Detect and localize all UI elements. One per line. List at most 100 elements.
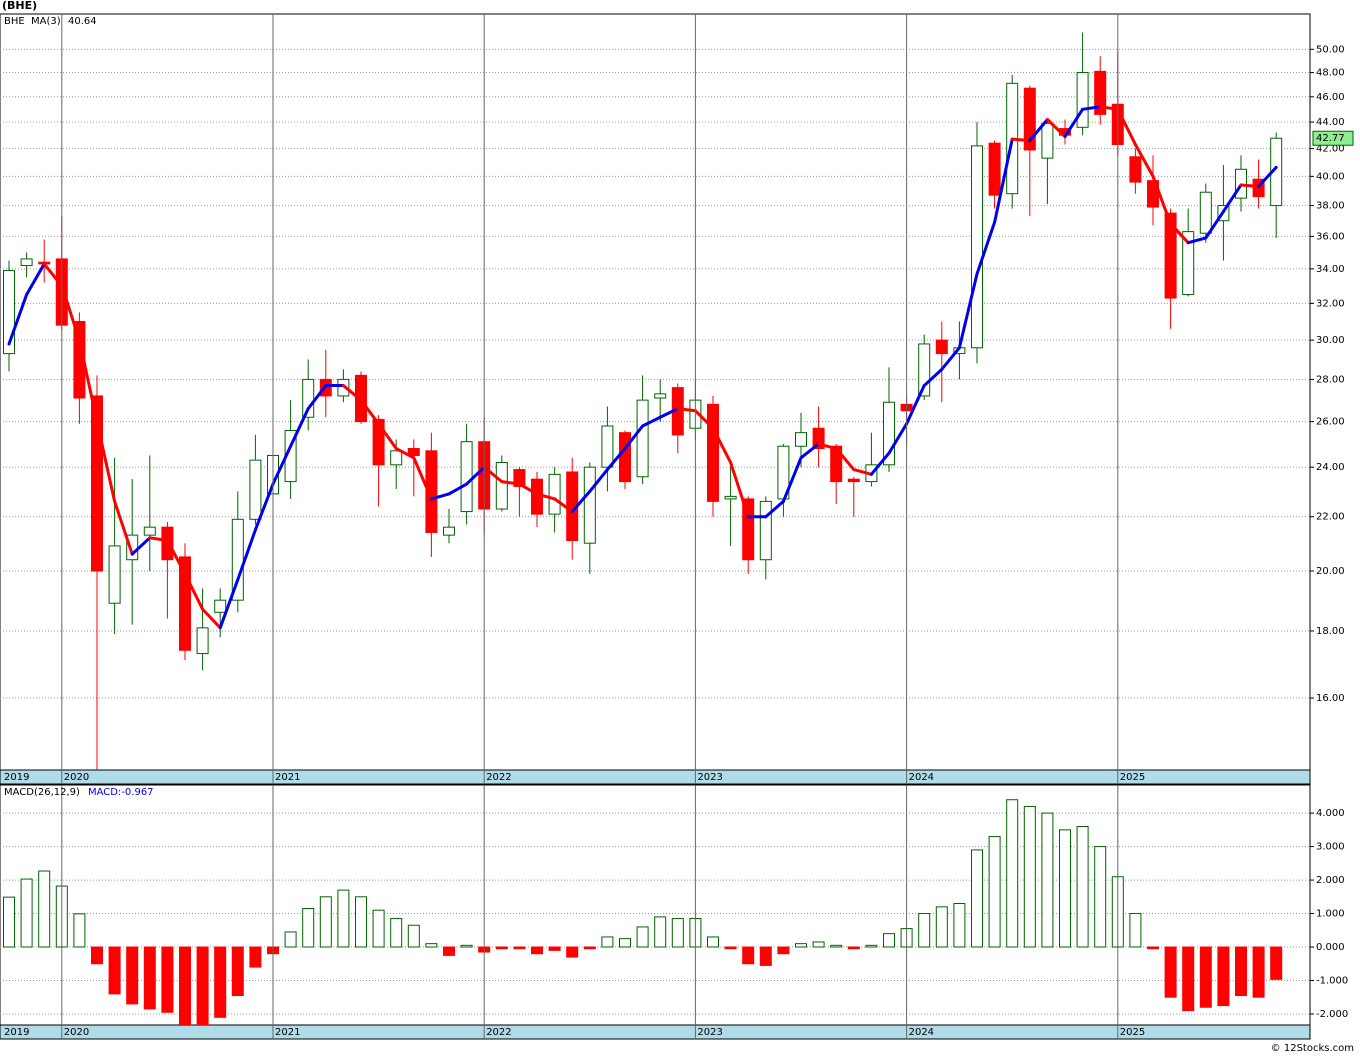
- macd-bar: [988, 836, 1001, 948]
- macd-bar: [971, 849, 983, 948]
- ma-line: [183, 572, 205, 611]
- y-tick-label: 28.00: [1316, 374, 1345, 385]
- candle-body: [548, 473, 561, 515]
- ma-line: [1221, 183, 1243, 214]
- candle-body: [513, 469, 526, 487]
- macd-bar: [1270, 946, 1283, 980]
- macd-bar: [91, 946, 103, 965]
- candle-body: [812, 427, 825, 450]
- last-price-label: 42.77: [1316, 133, 1345, 144]
- y-tick-label: 48.00: [1316, 68, 1345, 79]
- candle-body: [443, 526, 455, 536]
- candle-body: [91, 395, 103, 572]
- y-tick-label: 18.00: [1316, 626, 1345, 637]
- macd-bar: [38, 870, 51, 948]
- macd-bar: [935, 906, 948, 948]
- ma-line: [905, 384, 926, 426]
- legend-macd-label: MACD:: [88, 787, 121, 798]
- macd-axis-strip: [0, 1024, 1311, 1040]
- macd-bar: [179, 946, 191, 1025]
- macd-bar: [73, 913, 86, 948]
- ma-line: [605, 447, 627, 472]
- ma-line: [201, 607, 222, 630]
- candle-body: [988, 142, 1001, 196]
- ma-line: [1257, 165, 1278, 188]
- ma-line: [447, 482, 469, 496]
- macd-bar: [1006, 799, 1019, 948]
- x-tick-label: 2024: [909, 1027, 934, 1038]
- candle-body: [425, 450, 438, 533]
- x-tick-label: 2020: [64, 772, 89, 783]
- price-axis-strip: [0, 769, 1311, 785]
- ma-line: [553, 497, 574, 514]
- candle-body: [143, 526, 156, 536]
- candle-body: [495, 461, 508, 510]
- macd-bar: [284, 931, 297, 948]
- x-tick-label: 2023: [697, 772, 722, 783]
- candle-body: [619, 432, 631, 483]
- candle-body: [918, 343, 931, 397]
- macd-bar: [20, 878, 33, 948]
- candle-body: [636, 399, 649, 478]
- candle-body: [460, 441, 473, 513]
- candle-body: [108, 545, 121, 604]
- ma-line: [465, 465, 486, 486]
- macd-bar: [865, 944, 878, 948]
- ma-line: [1239, 183, 1261, 188]
- x-tick-label: 2019: [4, 1027, 29, 1038]
- candle-body: [759, 500, 772, 561]
- candle-body: [1182, 231, 1195, 296]
- ma-line: [25, 262, 46, 297]
- ma-line: [271, 444, 293, 486]
- macd-bar: [1252, 946, 1265, 998]
- macd-bar: [214, 946, 227, 1018]
- x-tick-label: 2025: [1120, 1027, 1145, 1038]
- macd-bar: [812, 941, 825, 948]
- ma-line: [852, 468, 873, 476]
- macd-bar: [1235, 946, 1247, 997]
- ma-line: [412, 456, 433, 501]
- macd-bar: [161, 946, 174, 1013]
- ma-line: [535, 492, 557, 501]
- legend-macd-value: -0.967: [121, 787, 153, 798]
- macd-bar: [724, 946, 737, 950]
- macd-bar: [126, 946, 139, 1005]
- macd-bar: [390, 918, 403, 948]
- y-tick-label: 2.000: [1316, 875, 1345, 886]
- ma-line: [1133, 143, 1155, 178]
- y-tick-label: 32.00: [1316, 298, 1345, 309]
- legend-ma-value: 40.64: [68, 16, 97, 27]
- candle-body: [337, 378, 350, 397]
- ma-line: [165, 539, 187, 576]
- candle-body: [1199, 191, 1212, 234]
- macd-bar: [1023, 805, 1036, 948]
- macd-bar: [918, 913, 931, 948]
- ma-line: [623, 424, 645, 451]
- y-tick-label: 38.00: [1316, 201, 1345, 212]
- candle-body: [1164, 212, 1177, 299]
- candle-body: [707, 403, 719, 502]
- y-tick-label: 30.00: [1316, 335, 1345, 346]
- ma-line: [1204, 210, 1225, 240]
- macd-bar: [108, 946, 121, 995]
- candle-body: [795, 432, 807, 447]
- macd-bar: [883, 933, 895, 948]
- macd-bar: [654, 916, 667, 948]
- macd-bar: [795, 943, 807, 948]
- macd-bar: [847, 946, 860, 950]
- macd-bar: [319, 896, 332, 948]
- ma-line: [236, 528, 257, 582]
- candle-body: [3, 270, 15, 355]
- macd-bar: [1094, 846, 1107, 948]
- macd-bar: [548, 946, 561, 951]
- ma-line: [394, 447, 416, 460]
- macd-bar: [1129, 913, 1142, 948]
- x-tick-label: 2021: [275, 1027, 300, 1038]
- x-tick-label: 2022: [486, 772, 511, 783]
- y-tick-label: 3.000: [1316, 842, 1345, 853]
- candle-body: [1094, 70, 1107, 115]
- y-tick-label: 1.000: [1316, 909, 1345, 920]
- footer: © 12Stocks.com: [1271, 1043, 1354, 1054]
- ma-line: [940, 346, 961, 371]
- ma-line: [306, 384, 328, 411]
